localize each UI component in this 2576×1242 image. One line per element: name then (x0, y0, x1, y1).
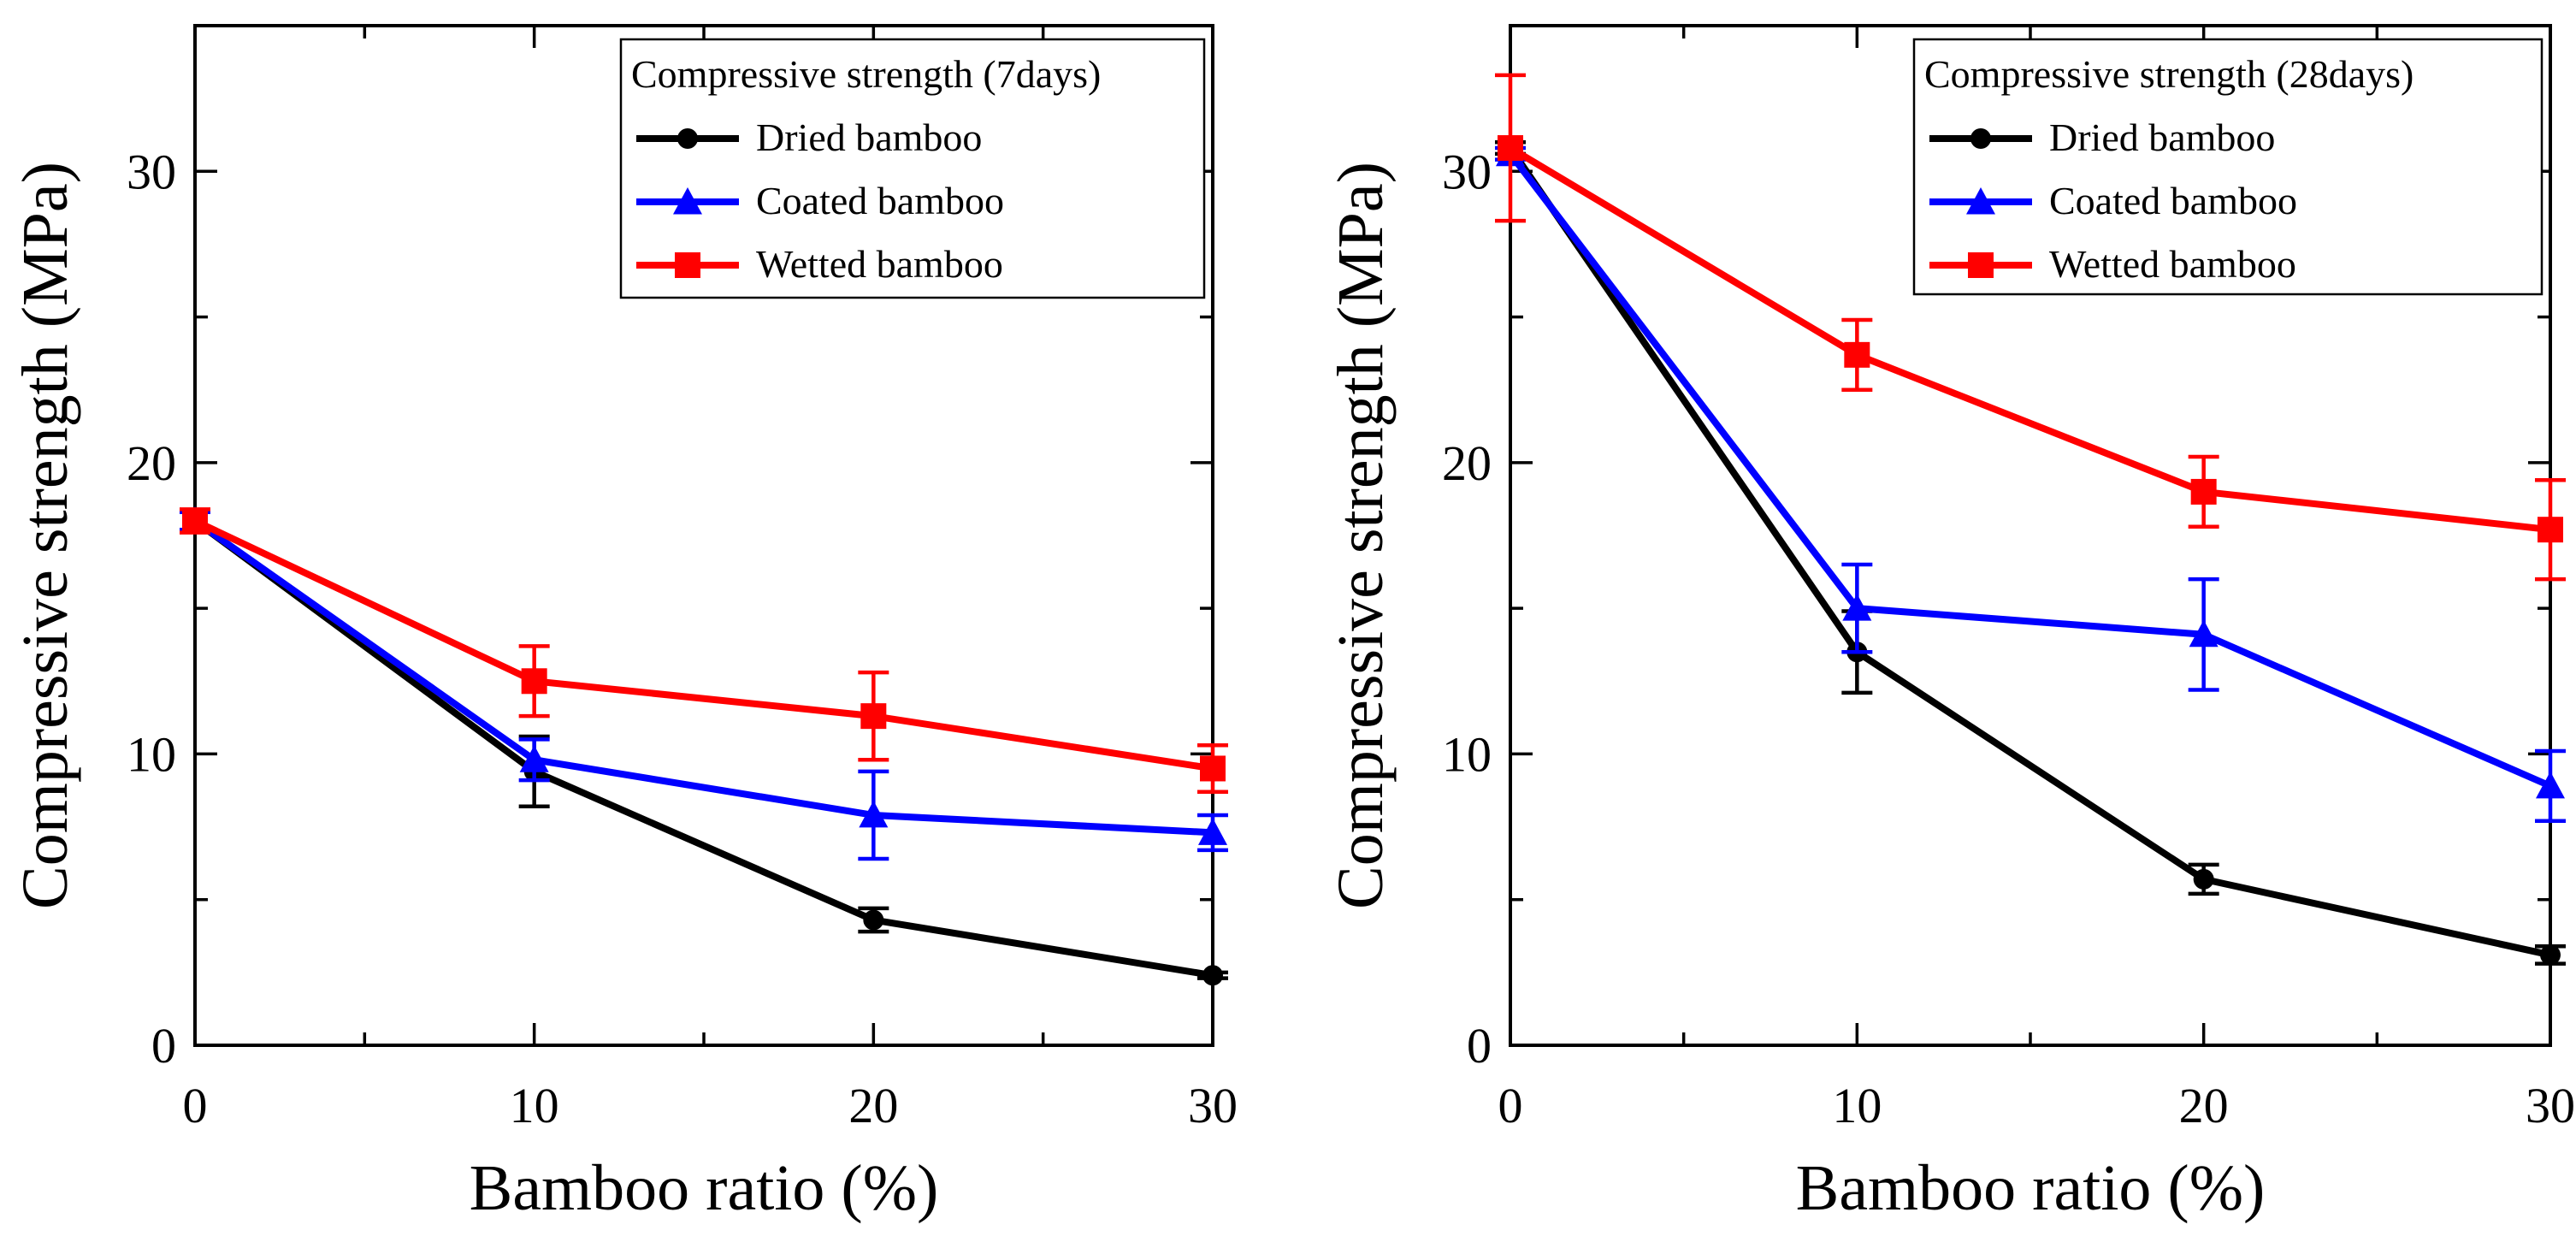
chart-panel-28days: 0 10 20 30 0 10 20 30 Bamboo ratio (%) Compressiv… (1325, 24, 2575, 1224)
legend-label-coated-bamboo: Coated bamboo (2049, 179, 2297, 222)
data-point-wetted-bamboo (2538, 517, 2563, 543)
series-line-coated-bamboo (1507, 151, 2552, 790)
data-point-coated-bamboo (519, 745, 549, 772)
x-tick-label: 10 (1832, 1078, 1882, 1133)
data-point-wetted-bamboo (2190, 478, 2217, 505)
x-tick-label: 30 (1188, 1078, 1238, 1133)
data-point-wetted-bamboo (1200, 755, 1226, 782)
y-axis-title: Compressive strength (MPa) (1325, 162, 1397, 909)
legend-marker-wetted-bamboo (675, 252, 700, 278)
x-tick-label: 0 (183, 1078, 208, 1133)
y-tick-label: 20 (1442, 435, 1492, 491)
legend-label-dried-bamboo: Dried bamboo (756, 115, 982, 159)
chart-panel-7days: 0 10 20 30 0 10 20 30 Bamboo ratio (%) Compressiv… (9, 24, 1238, 1224)
y-tick-label: 10 (127, 726, 176, 782)
y-axis-title: Compressive strength (MPa) (9, 162, 81, 909)
y-tick-label: 10 (1442, 726, 1492, 782)
legend-marker-dried-bamboo (677, 128, 698, 149)
legend-marker-wetted-bamboo (1968, 252, 1994, 278)
legend-label-dried-bamboo: Dried bamboo (2049, 115, 2275, 159)
y-tick-label: 30 (127, 144, 176, 199)
data-point-dried-bamboo (2540, 944, 2561, 966)
data-point-wetted-bamboo (182, 507, 208, 534)
x-tick-label: 10 (510, 1078, 559, 1133)
series-line-dried-bamboo (192, 518, 1214, 979)
y-tick-label: 0 (1467, 1018, 1492, 1073)
x-tick-label: 0 (1498, 1078, 1523, 1133)
series-line-dried-bamboo (1507, 145, 2551, 959)
data-point-wetted-bamboo (1498, 135, 1523, 162)
legend-title: Compressive strength (7days) (631, 52, 1101, 96)
legend-box (1912, 38, 2544, 296)
legend-marker-dried-bamboo (1970, 128, 1991, 149)
data-point-coated-bamboo (859, 800, 889, 828)
x-axis-title: Bamboo ratio (%) (470, 1152, 939, 1224)
data-point-coated-bamboo (2189, 619, 2219, 648)
data-point-coated-bamboo (1842, 594, 1872, 621)
legend-title: Compressive strength (28days) (1924, 52, 2414, 96)
data-point-wetted-bamboo (860, 703, 887, 730)
series-line-wetted-bamboo (1508, 145, 2551, 534)
legend-marker-coated-bamboo (673, 187, 702, 215)
data-point-dried-bamboo (863, 909, 884, 931)
data-point-dried-bamboo (2193, 868, 2214, 890)
data-point-coated-bamboo (2536, 771, 2565, 799)
legend-marker-coated-bamboo (1966, 187, 1995, 215)
x-tick-label: 30 (2526, 1078, 2575, 1133)
legend-label-coated-bamboo: Coated bamboo (756, 179, 1004, 222)
data-point-coated-bamboo (1198, 818, 1227, 845)
legend-label-wetted-bamboo: Wetted bamboo (2049, 242, 2296, 286)
series-line-coated-bamboo (192, 518, 1214, 837)
x-tick-label: 20 (848, 1078, 898, 1133)
y-tick-label: 30 (1442, 144, 1492, 199)
x-axis-title: Bamboo ratio (%) (1796, 1152, 2266, 1224)
y-tick-label: 0 (151, 1018, 176, 1073)
y-tick-label: 20 (127, 435, 176, 491)
series-line-wetted-bamboo (193, 518, 1214, 772)
data-point-wetted-bamboo (521, 668, 547, 695)
legend-box (619, 38, 1206, 299)
data-point-dried-bamboo (1202, 965, 1223, 986)
legend-label-wetted-bamboo: Wetted bamboo (756, 242, 1003, 286)
data-point-wetted-bamboo (1844, 341, 1870, 368)
x-tick-label: 20 (2179, 1078, 2229, 1133)
